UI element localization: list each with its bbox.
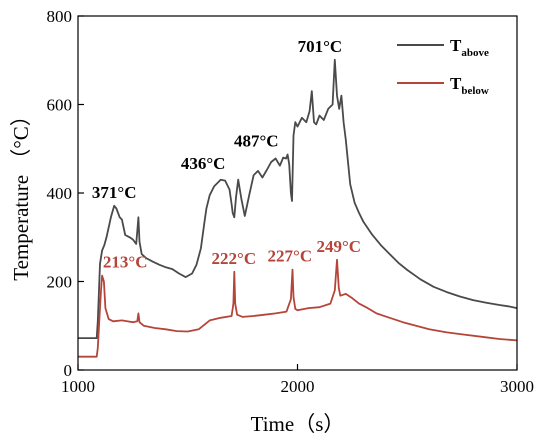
legend-label-main: T xyxy=(450,36,462,55)
axis-ticks xyxy=(77,15,518,371)
peak-label: 227°C xyxy=(268,247,313,266)
peak-label: 213°C xyxy=(103,253,148,272)
plot-frame xyxy=(77,15,518,371)
legend-label-subscript: below xyxy=(461,85,489,97)
tick-labels: 0 200 400 600 800 1000 2000 3000 xyxy=(47,7,535,396)
peak-label: 249°C xyxy=(316,237,361,256)
legend-label: Tabove xyxy=(450,36,489,59)
legend-label: Tbelow xyxy=(450,74,489,97)
x-axis-title: Time（s） xyxy=(251,412,345,436)
y-tick-label: 600 xyxy=(47,96,73,115)
x-tick-label: 3000 xyxy=(500,377,534,396)
y-tick-label: 400 xyxy=(47,184,73,203)
peak-label: 436°C xyxy=(181,154,226,173)
y-tick-label: 800 xyxy=(47,7,73,26)
series-line-t-above xyxy=(78,58,518,339)
x-tick-label: 1000 xyxy=(61,377,95,396)
peak-label: 222°C xyxy=(212,249,257,268)
peak-label: 487°C xyxy=(234,132,279,151)
y-tick-label: 0 xyxy=(64,361,73,380)
legend-label-subscript: above xyxy=(461,47,489,59)
y-tick-label: 200 xyxy=(47,273,73,292)
series-line-t-below xyxy=(78,258,518,358)
plot-lines xyxy=(78,58,518,358)
peak-label: 701°C xyxy=(298,37,343,56)
legend-label-main: T xyxy=(450,74,462,93)
peak-label: 371°C xyxy=(92,183,137,202)
x-tick-label: 2000 xyxy=(281,377,315,396)
y-axis-title: Temperature （°C） xyxy=(9,105,33,280)
